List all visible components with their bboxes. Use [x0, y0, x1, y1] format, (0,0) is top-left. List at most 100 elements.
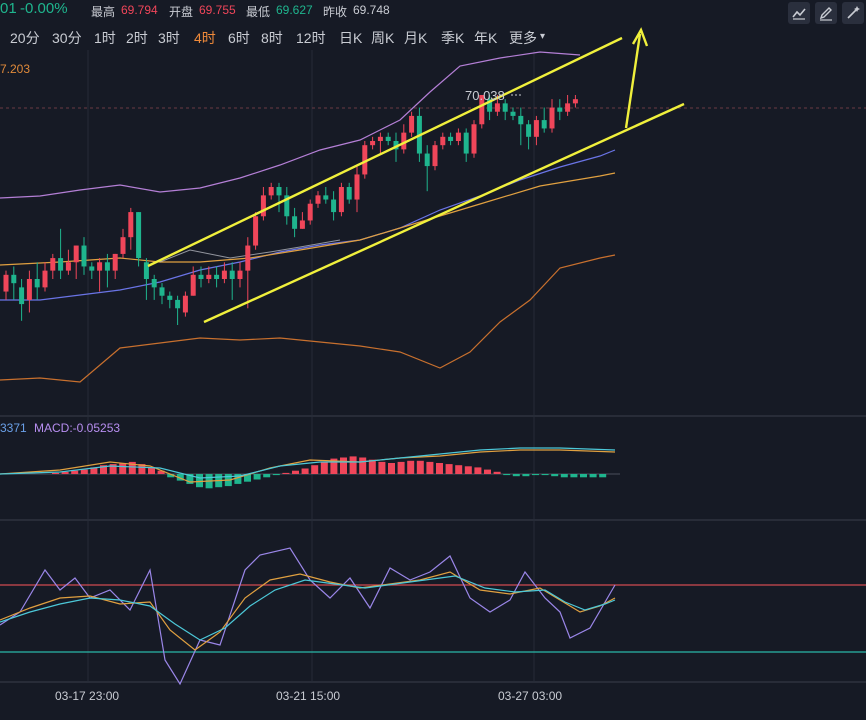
- timeframe-11[interactable]: 周K: [371, 30, 395, 46]
- macd-histogram-bar: [292, 470, 299, 474]
- candle: [136, 212, 142, 259]
- price-fragment: 01: [0, 0, 17, 17]
- candle: [424, 153, 430, 167]
- candle: [331, 199, 337, 213]
- candle: [50, 258, 56, 271]
- peak-price-label: 70.038: [465, 88, 505, 103]
- candle: [73, 245, 79, 263]
- macd-histogram-bar: [320, 461, 328, 474]
- macd-histogram-bar: [570, 474, 578, 478]
- macd-histogram-bar: [522, 474, 530, 477]
- candle: [432, 145, 438, 167]
- high-value: 69.794: [121, 3, 158, 17]
- x-axis-tick-label: 03-21 15:00: [276, 689, 340, 703]
- macd-histogram-bar: [560, 474, 568, 478]
- macd-histogram-bar: [407, 460, 415, 474]
- timeframe-15[interactable]: 更多: [509, 30, 537, 46]
- candle: [549, 107, 555, 129]
- macd-value-fragment: 3371: [0, 421, 27, 435]
- macd-histogram-bar: [244, 474, 251, 482]
- candle: [58, 258, 64, 271]
- candle: [81, 245, 87, 267]
- macd-histogram-bar: [186, 474, 194, 484]
- trend-line-upper: [147, 36, 623, 268]
- candle: [198, 274, 204, 279]
- macd-histogram-bar: [167, 474, 175, 478]
- macd-dif-line: [0, 447, 616, 479]
- macd-histogram-bar: [532, 474, 539, 476]
- candle: [3, 274, 9, 292]
- x-axis-tick-label: 03-27 03:00: [498, 689, 562, 703]
- macd-histogram-bar: [445, 464, 453, 474]
- timeframe-5[interactable]: 3时: [158, 30, 180, 46]
- candle: [253, 216, 259, 246]
- chevron-down-icon: ▾: [540, 31, 546, 42]
- macd-histogram-bar: [474, 467, 482, 474]
- timeframe-7[interactable]: 6时: [228, 30, 250, 46]
- timeframe-12[interactable]: 月K: [404, 30, 428, 46]
- timeframe-4[interactable]: 2时: [126, 30, 148, 46]
- macd-histogram-bar: [157, 470, 165, 474]
- candle: [526, 124, 532, 137]
- kdj-j-line: [0, 547, 616, 686]
- candle: [112, 253, 118, 271]
- macd-histogram-bar: [61, 471, 69, 474]
- magic-wand-icon[interactable]: [842, 2, 864, 24]
- candle: [182, 295, 188, 313]
- moving-average-blue-line: [0, 149, 616, 301]
- draw-pen-icon[interactable]: [815, 2, 837, 24]
- timeframe-9[interactable]: 12时: [296, 30, 326, 46]
- candle: [237, 270, 243, 279]
- macd-histogram-bar: [196, 474, 203, 488]
- candle: [377, 136, 383, 141]
- bollinger-upper-line: [0, 51, 581, 199]
- timeframe-1[interactable]: 20分: [10, 30, 40, 46]
- candle: [260, 195, 266, 217]
- macd-histogram-bar: [589, 474, 597, 478]
- timeframe-13[interactable]: 季K: [441, 30, 465, 46]
- candle: [401, 132, 407, 150]
- trend-line-lower: [203, 102, 685, 324]
- candle: [268, 187, 274, 196]
- chart-line-icon[interactable]: [788, 2, 810, 24]
- candle: [541, 120, 547, 129]
- candle: [143, 262, 149, 279]
- macd-histogram-bar: [272, 474, 280, 476]
- candle: [42, 270, 48, 288]
- timeframe-14[interactable]: 年K: [474, 30, 498, 46]
- timeframe-2[interactable]: 30分: [52, 30, 82, 46]
- candle: [299, 220, 305, 229]
- breakout-arrowhead: [631, 27, 649, 47]
- macd-histogram-bar: [416, 460, 424, 474]
- timeframe-6[interactable]: 4时: [194, 30, 216, 46]
- macd-histogram-bar: [138, 464, 146, 474]
- candle: [494, 103, 500, 112]
- low-label: 最低: [246, 5, 271, 19]
- prev-close-value: 69.748: [353, 3, 390, 17]
- macd-histogram-bar: [378, 461, 386, 474]
- candle: [487, 99, 493, 112]
- candle: [159, 287, 165, 296]
- candle: [362, 145, 368, 175]
- macd-histogram-bar: [176, 474, 184, 481]
- candle: [307, 203, 313, 221]
- timeframe-3[interactable]: 1时: [94, 30, 116, 46]
- macd-histogram-bar: [512, 474, 520, 477]
- macd-histogram-bar: [551, 474, 559, 477]
- timeframe-8[interactable]: 8时: [261, 30, 283, 46]
- candle: [284, 195, 290, 217]
- macd-histogram-bar: [388, 463, 395, 474]
- macd-histogram-bar: [484, 469, 491, 474]
- macd-histogram-bar: [330, 458, 338, 474]
- open-label: 开盘: [169, 5, 194, 19]
- candle: [533, 120, 539, 137]
- macd-label: MACD:-0.05253: [34, 421, 121, 435]
- candle: [97, 262, 103, 271]
- macd-histogram-bar: [340, 457, 347, 474]
- open-value: 69.755: [199, 3, 236, 17]
- candle: [26, 279, 32, 300]
- indicator-value-fragment: 7.203: [0, 62, 31, 76]
- macd-histogram-bar: [311, 465, 319, 474]
- timeframe-10[interactable]: 日K: [339, 30, 363, 46]
- candle: [354, 174, 360, 200]
